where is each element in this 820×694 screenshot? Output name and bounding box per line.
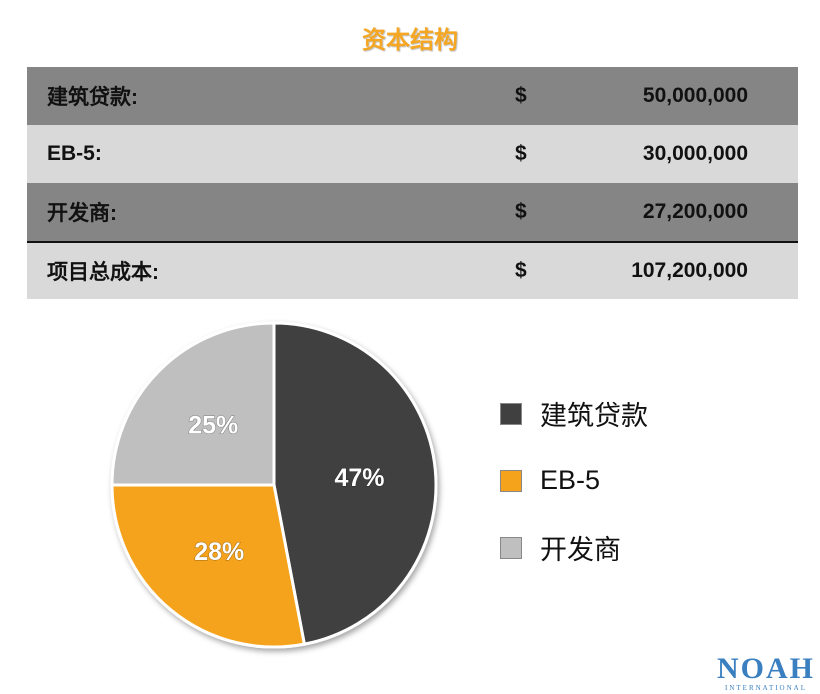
row-amount: 30,000,000 [642, 142, 748, 165]
pie-slice-label: 47% [334, 464, 384, 492]
legend-item: EB-5 [500, 447, 648, 514]
row-label: 建筑贷款: [47, 86, 138, 109]
row-currency: $ [515, 259, 527, 282]
row-amount: 27,200,000 [642, 200, 748, 223]
legend-label: 开发商 [540, 535, 621, 565]
pie-slice-label: 25% [188, 411, 238, 439]
noah-logo: NOAH INTERNATIONAL [716, 652, 816, 693]
legend-item: 开发商 [500, 514, 648, 581]
row-amount: 50,000,000 [642, 84, 748, 107]
table-row-total: 项目总成本: $ 107,200,000 [27, 241, 798, 299]
legend-item: 建筑贷款 [500, 380, 648, 447]
pie-slice [110, 483, 307, 649]
row-amount: 107,200,000 [631, 259, 748, 282]
capital-structure-table: 建筑贷款: $ 50,000,000 EB-5: $ 30,000,000 开发… [27, 67, 798, 299]
row-currency: $ [515, 84, 527, 107]
legend-label: EB-5 [540, 465, 601, 495]
row-currency: $ [515, 142, 527, 165]
table-row: EB-5: $ 30,000,000 [27, 125, 798, 183]
pie-slice-label: 28% [194, 538, 244, 566]
table-row: 开发商: $ 27,200,000 [27, 183, 798, 241]
pie-slice [110, 321, 276, 487]
logo-sub-text: INTERNATIONAL [725, 684, 807, 692]
logo-main-text: NOAH [717, 652, 815, 685]
legend-swatch [500, 469, 522, 492]
legend-swatch [500, 402, 522, 425]
row-label: 项目总成本: [47, 261, 159, 284]
table-row: 建筑贷款: $ 50,000,000 [27, 67, 798, 125]
row-label: EB-5: [47, 142, 102, 165]
chart-title: 资本结构 [362, 27, 458, 54]
pie-chart: 47% 28% 25% [110, 321, 438, 649]
legend-swatch [500, 536, 522, 559]
legend-label: 建筑贷款 [540, 401, 648, 431]
chart-legend: 建筑贷款 EB-5 开发商 [500, 380, 648, 581]
row-currency: $ [515, 200, 527, 223]
row-label: 开发商: [47, 202, 117, 225]
pie-slice [272, 321, 438, 646]
